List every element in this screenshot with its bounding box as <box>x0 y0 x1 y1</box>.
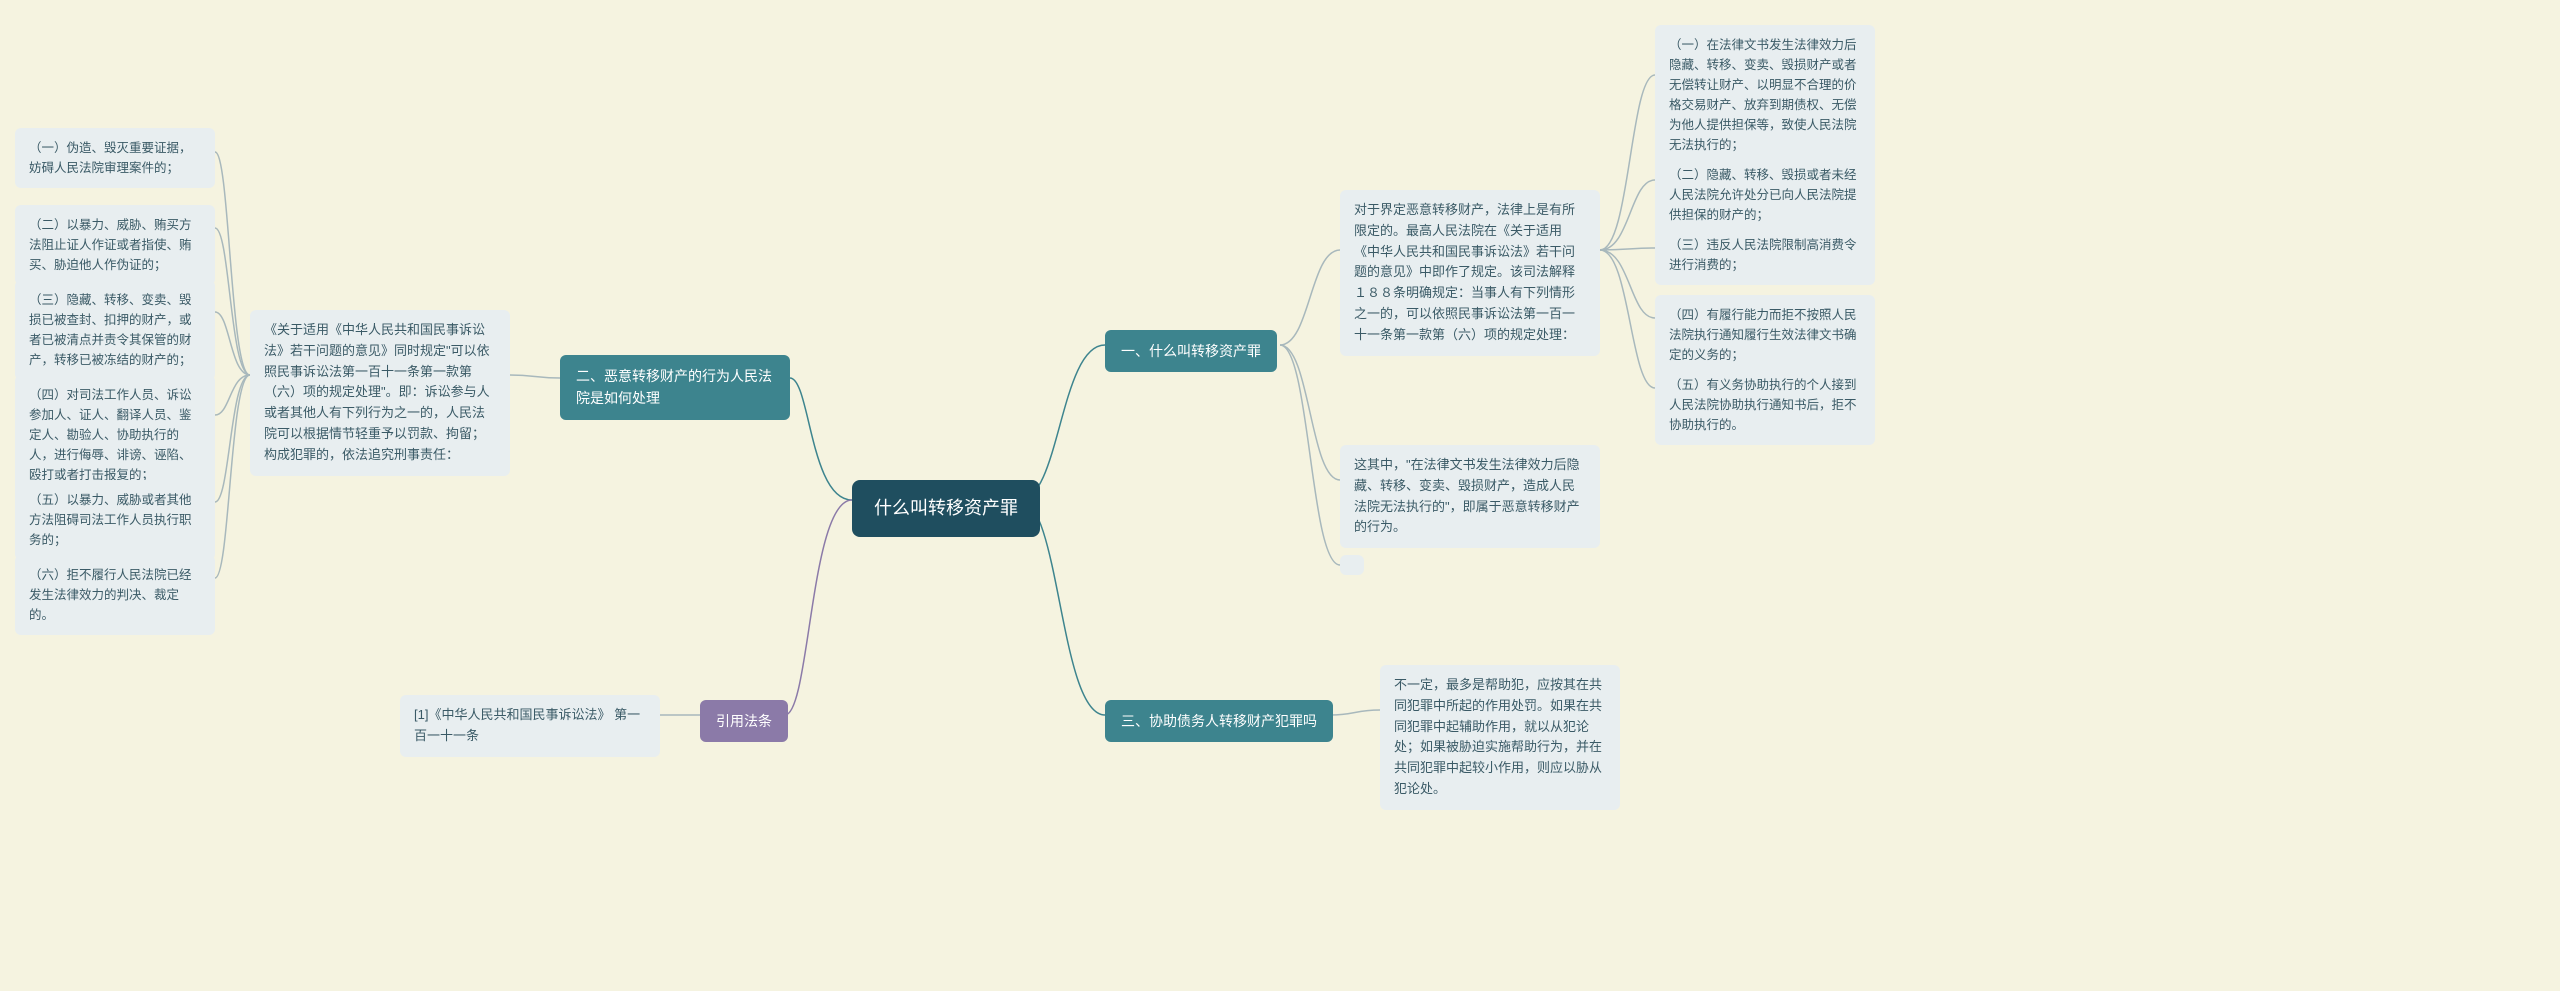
branch-two-leaf-2[interactable]: （三）隐藏、转移、变卖、毁损已被查封、扣押的财产，或者已被清点并责令其保管的财产… <box>15 280 215 380</box>
branch-two-leaf-3[interactable]: （四）对司法工作人员、诉讼参加人、证人、翻译人员、鉴定人、勘验人、协助执行的人，… <box>15 375 215 495</box>
branch-ref[interactable]: 引用法条 <box>700 700 788 742</box>
branch-two[interactable]: 二、恶意转移财产的行为人民法院是如何处理 <box>560 355 790 420</box>
branch-one-leaf-0[interactable]: （一）在法律文书发生法律效力后隐藏、转移、变卖、毁损财产或者无偿转让财产、以明显… <box>1655 25 1875 165</box>
branch-one-leaf-1[interactable]: （二）隐藏、转移、毁损或者未经人民法院允许处分已向人民法院提供担保的财产的； <box>1655 155 1875 235</box>
branch-two-detail-0[interactable]: 《关于适用《中华人民共和国民事诉讼法》若干问题的意见》同时规定"可以依照民事诉讼… <box>250 310 510 476</box>
branch-two-leaf-1[interactable]: （二）以暴力、威胁、贿买方法阻止证人作证或者指使、贿买、胁迫他人作伪证的； <box>15 205 215 285</box>
branch-one-leaf-2[interactable]: （三）违反人民法院限制高消费令进行消费的； <box>1655 225 1875 285</box>
branch-three[interactable]: 三、协助债务人转移财产犯罪吗 <box>1105 700 1333 742</box>
branch-two-leaf-5[interactable]: （六）拒不履行人民法院已经发生法律效力的判决、裁定的。 <box>15 555 215 635</box>
root-node[interactable]: 什么叫转移资产罪 <box>852 480 1040 537</box>
branch-ref-detail-0[interactable]: [1]《中华人民共和国民事诉讼法》 第一百一十一条 <box>400 695 660 757</box>
mindmap-connectors <box>0 0 2560 991</box>
branch-two-leaf-0[interactable]: （一）伪造、毁灭重要证据，妨碍人民法院审理案件的； <box>15 128 215 188</box>
branch-one-detail-empty[interactable] <box>1340 555 1364 575</box>
branch-one-detail-1[interactable]: 这其中，"在法律文书发生法律效力后隐藏、转移、变卖、毁损财产，造成人民法院无法执… <box>1340 445 1600 548</box>
branch-one-leaf-3[interactable]: （四）有履行能力而拒不按照人民法院执行通知履行生效法律文书确定的义务的； <box>1655 295 1875 375</box>
branch-one[interactable]: 一、什么叫转移资产罪 <box>1105 330 1277 372</box>
branch-two-leaf-4[interactable]: （五）以暴力、威胁或者其他方法阻碍司法工作人员执行职务的； <box>15 480 215 560</box>
branch-one-detail-0[interactable]: 对于界定恶意转移财产，法律上是有所限定的。最高人民法院在《关于适用《中华人民共和… <box>1340 190 1600 356</box>
branch-one-leaf-4[interactable]: （五）有义务协助执行的个人接到人民法院协助执行通知书后，拒不协助执行的。 <box>1655 365 1875 445</box>
branch-three-detail-0[interactable]: 不一定，最多是帮助犯，应按其在共同犯罪中所起的作用处罚。如果在共同犯罪中起辅助作… <box>1380 665 1620 810</box>
